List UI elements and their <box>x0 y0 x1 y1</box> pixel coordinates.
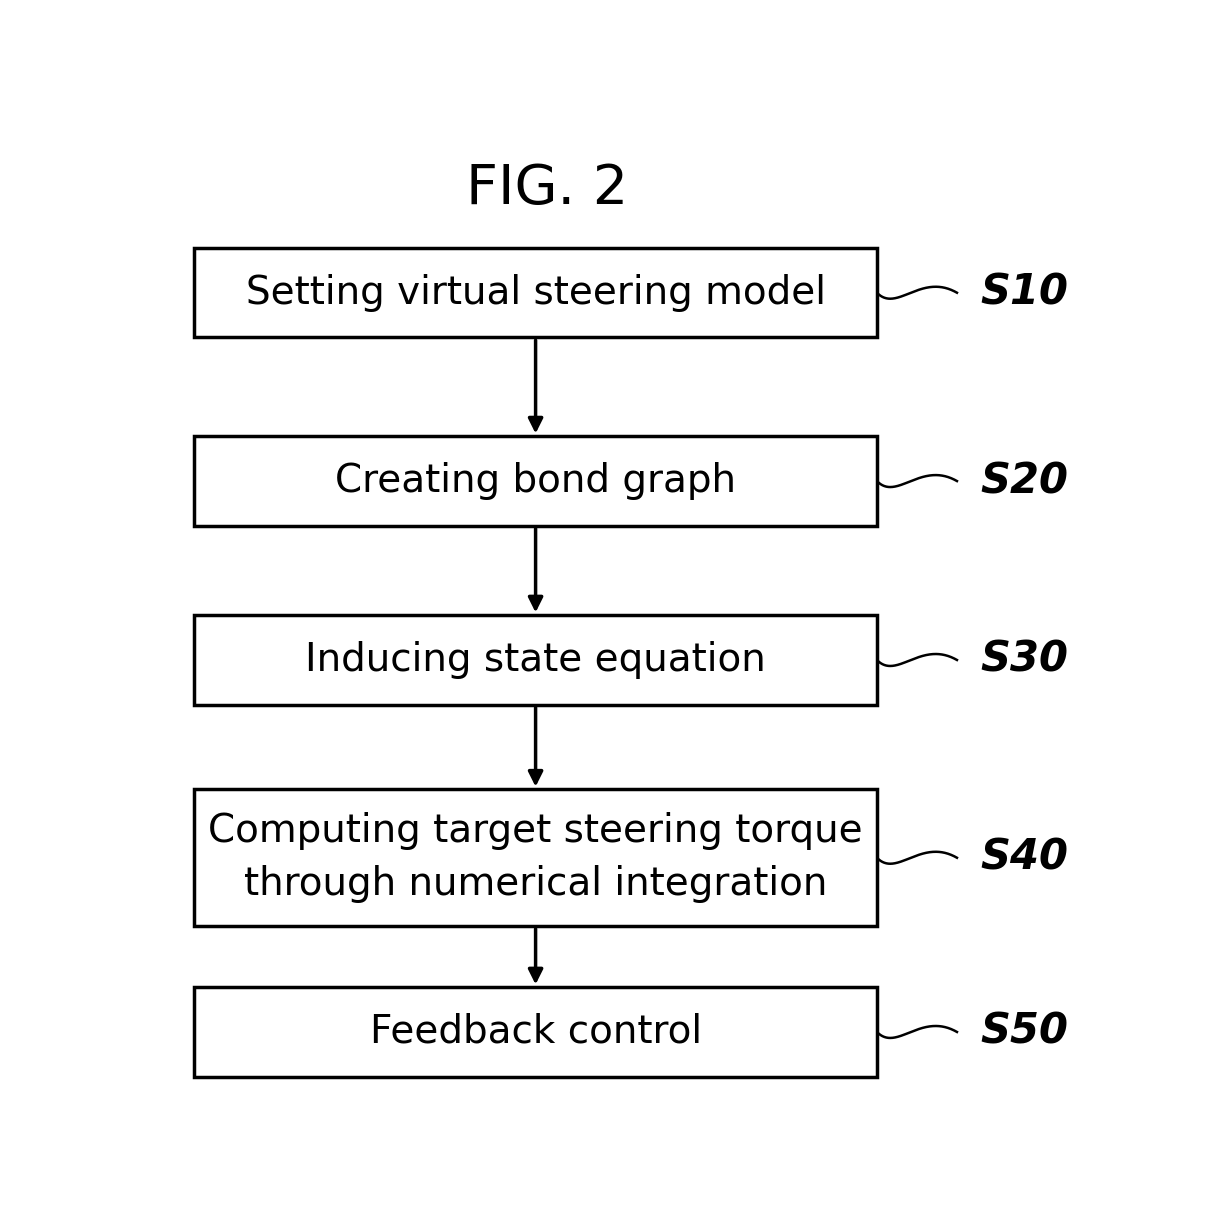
Bar <box>194 615 877 704</box>
Text: S40: S40 <box>981 837 1068 879</box>
Text: S50: S50 <box>981 1011 1068 1053</box>
Bar <box>194 437 877 526</box>
Bar <box>194 987 877 1076</box>
Text: Setting virtual steering model: Setting virtual steering model <box>245 274 825 312</box>
Text: S30: S30 <box>981 638 1068 681</box>
Bar <box>194 790 877 926</box>
Text: Creating bond graph: Creating bond graph <box>335 462 736 500</box>
Bar <box>194 248 877 338</box>
Text: S20: S20 <box>981 460 1068 503</box>
Text: Feedback control: Feedback control <box>369 1013 701 1051</box>
Text: Inducing state equation: Inducing state equation <box>305 641 765 679</box>
Text: S10: S10 <box>981 272 1068 314</box>
Text: Computing target steering torque
through numerical integration: Computing target steering torque through… <box>208 812 863 904</box>
Text: FIG. 2: FIG. 2 <box>467 163 628 216</box>
